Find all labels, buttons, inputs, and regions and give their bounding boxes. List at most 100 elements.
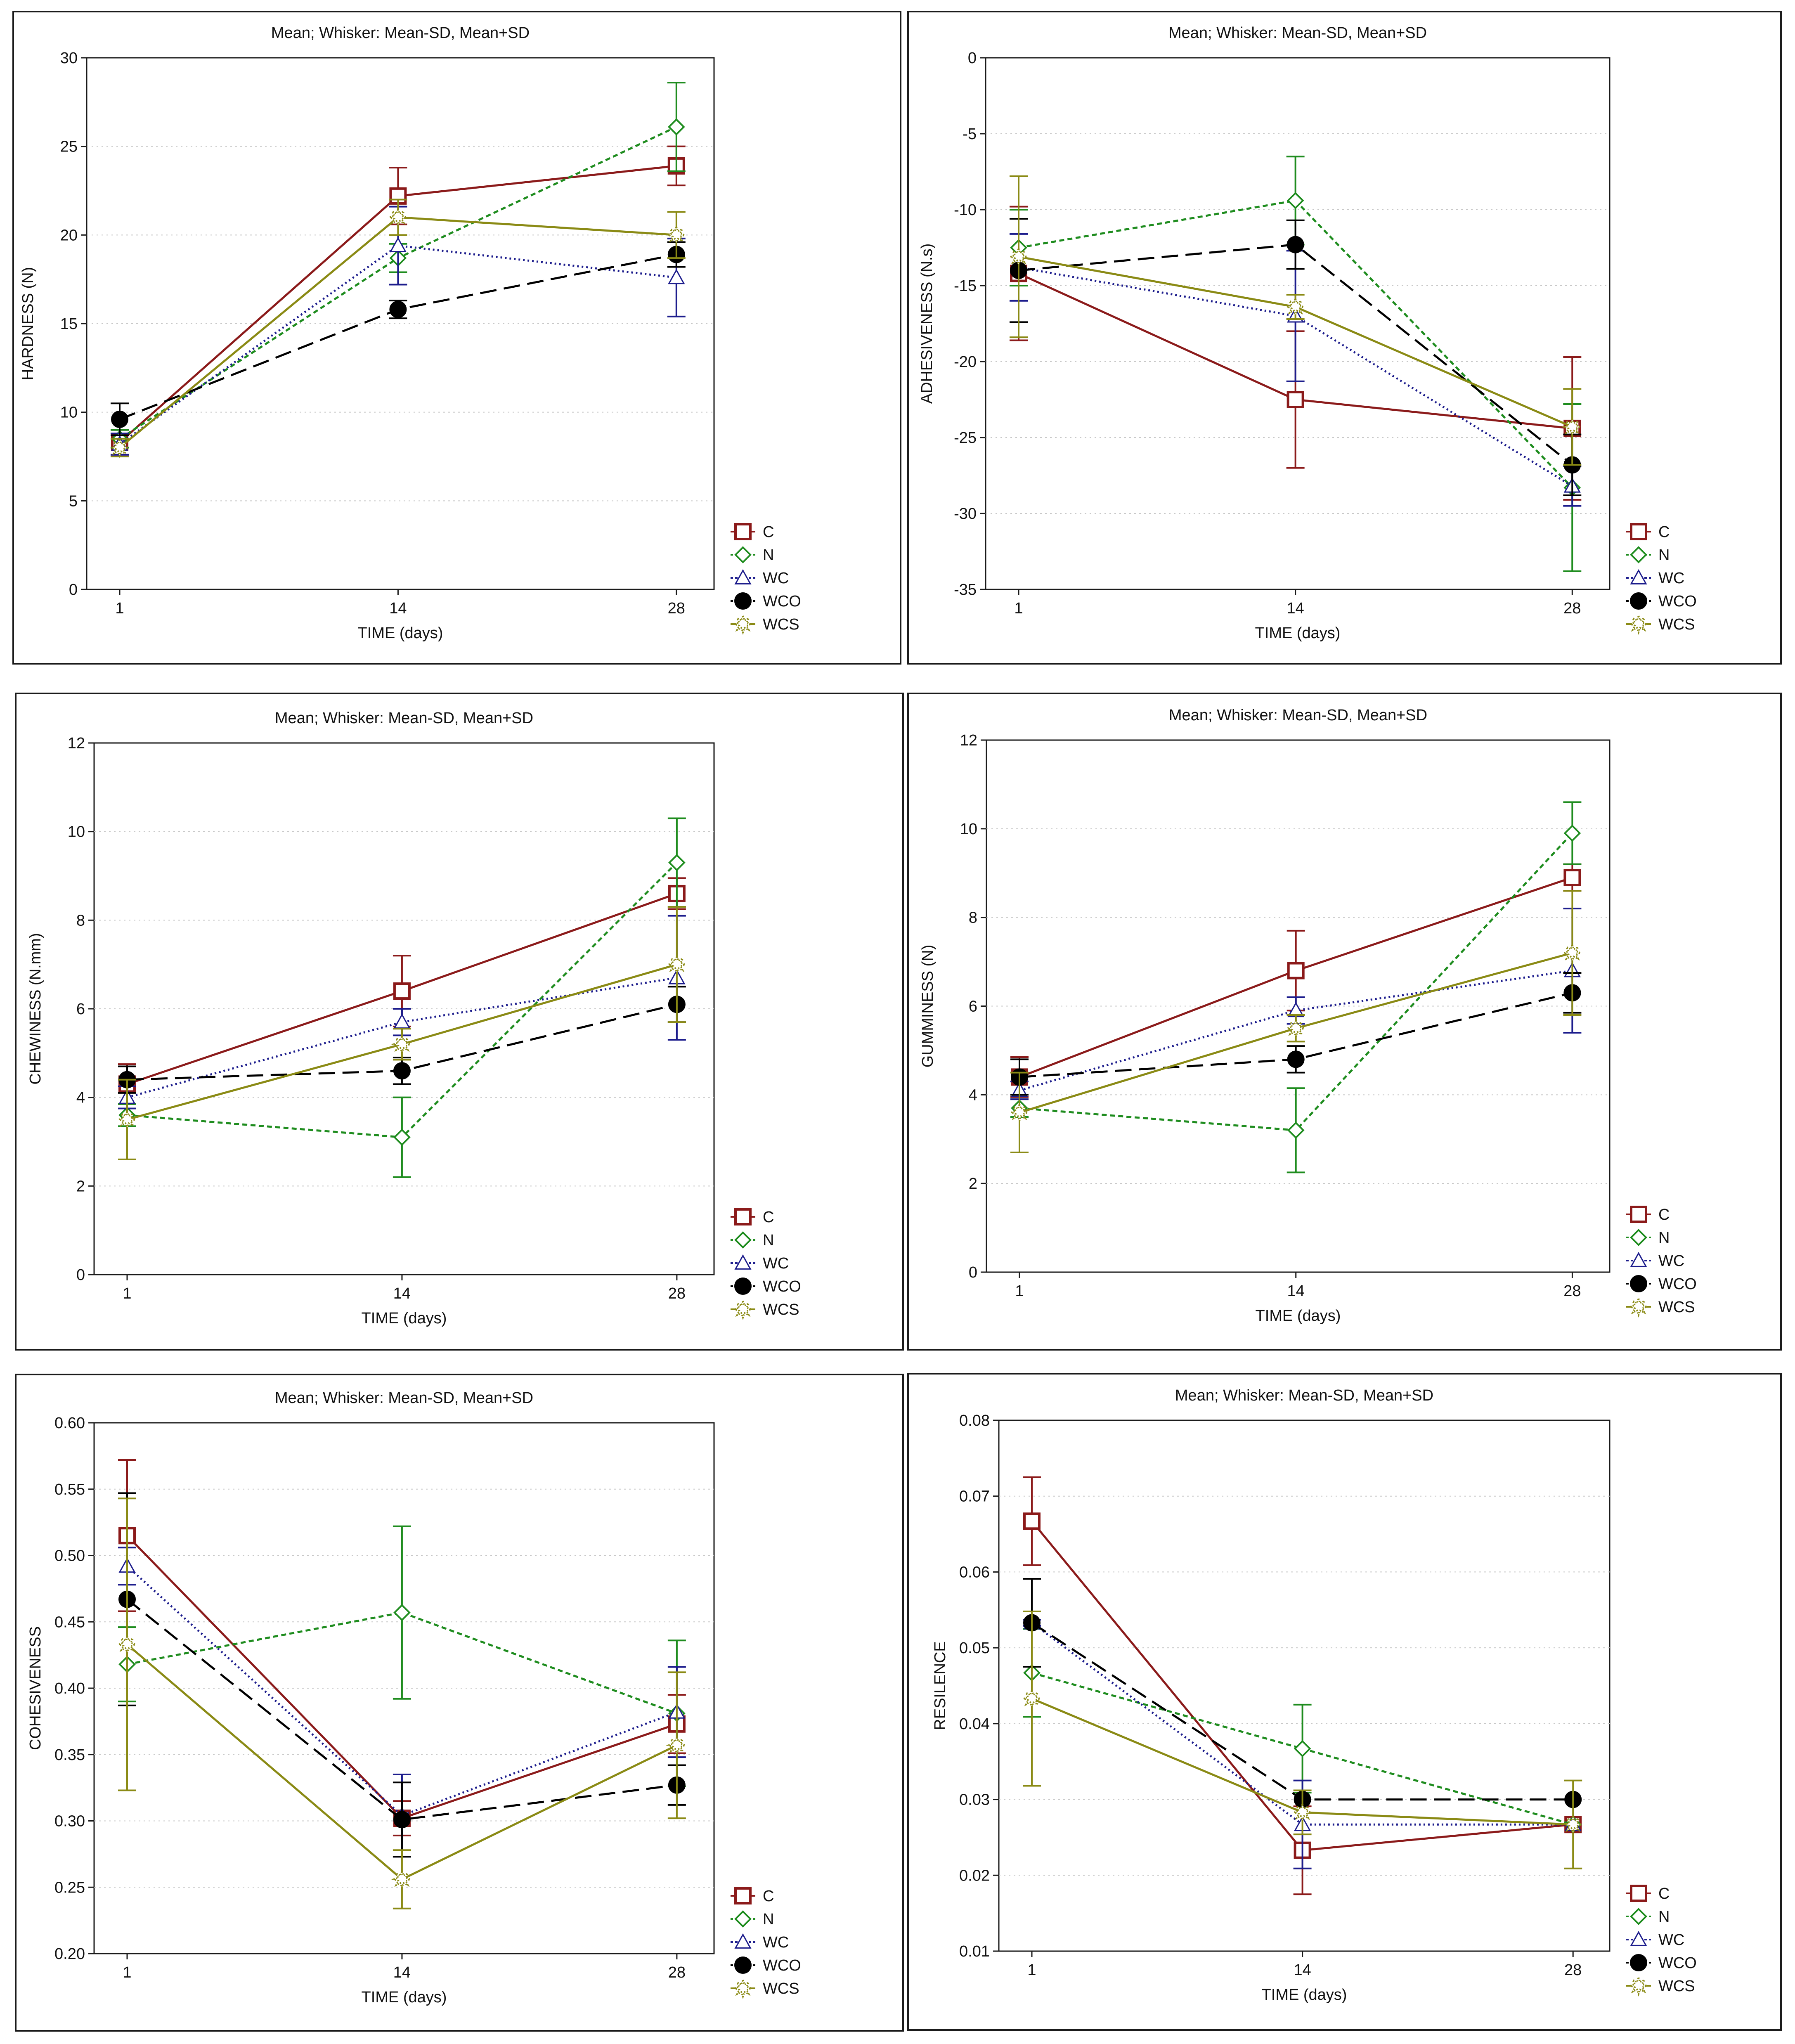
legend-label: C xyxy=(763,1888,774,1905)
x-axis-label: TIME (days) xyxy=(362,1989,447,2006)
x-axis-label: TIME (days) xyxy=(1255,625,1341,642)
y-tick-label: 0.25 xyxy=(54,1879,85,1896)
data-point xyxy=(1023,1512,1041,1530)
legend-label: WCO xyxy=(1658,1954,1697,1972)
data-point xyxy=(116,1633,138,1655)
x-tick-label: 28 xyxy=(1563,600,1581,617)
legend-marker xyxy=(732,1298,754,1320)
data-point xyxy=(668,854,686,871)
x-tick-label: 14 xyxy=(1287,600,1304,617)
legend-label: WCS xyxy=(763,616,799,633)
legend-marker xyxy=(734,1231,752,1249)
legend-label: WC xyxy=(763,1934,789,1951)
legend-marker xyxy=(734,1208,752,1225)
series-wcs xyxy=(116,906,688,1160)
legend-label: WCO xyxy=(763,1278,801,1295)
legend-label: N xyxy=(1658,1229,1670,1247)
x-tick-label: 1 xyxy=(1014,600,1023,617)
legend-marker xyxy=(1630,1885,1647,1902)
y-tick-label: 25 xyxy=(60,138,78,156)
x-axis-label: TIME (days) xyxy=(362,1310,447,1327)
y-tick-label: 5 xyxy=(69,492,78,510)
y-tick-label: 0.55 xyxy=(54,1481,85,1498)
y-tick-label: 0.03 xyxy=(959,1791,990,1809)
y-tick-label: 0 xyxy=(69,581,78,599)
data-point xyxy=(1007,246,1030,268)
data-point xyxy=(1291,1801,1313,1823)
data-point xyxy=(1562,1814,1584,1836)
y-tick-label: 0.02 xyxy=(959,1867,990,1884)
y-tick-label: 4 xyxy=(969,1086,977,1104)
y-tick-label: 20 xyxy=(60,227,78,244)
series-wcs xyxy=(1021,1610,1584,1869)
data-point xyxy=(393,1604,411,1621)
x-tick-label: 14 xyxy=(393,1964,411,1981)
legend-label: C xyxy=(1658,1206,1670,1223)
data-point xyxy=(393,1128,411,1146)
y-tick-label: 6 xyxy=(76,1001,85,1018)
x-tick-label: 28 xyxy=(1564,1961,1582,1979)
legend-label: WCS xyxy=(1658,1299,1695,1316)
y-tick-label: 15 xyxy=(60,315,78,333)
y-axis-label: RESILENCE xyxy=(932,1641,949,1730)
legend-marker xyxy=(734,1254,752,1270)
legend-marker xyxy=(734,592,752,610)
series-wcs xyxy=(109,199,687,459)
y-tick-label: 0.05 xyxy=(959,1639,990,1657)
data-point xyxy=(1563,824,1581,842)
data-point xyxy=(1287,192,1304,209)
y-tick-label: 30 xyxy=(60,50,78,67)
plot-area xyxy=(998,1419,1611,1952)
data-point xyxy=(111,410,128,428)
x-tick-label: 14 xyxy=(393,1285,411,1302)
data-point xyxy=(393,1062,411,1080)
y-tick-label: -30 xyxy=(954,505,977,523)
legend-label: C xyxy=(1658,1885,1670,1902)
series-line xyxy=(126,1565,677,1817)
legend-marker xyxy=(734,569,752,584)
legend-marker xyxy=(734,1956,752,1974)
y-tick-label: 2 xyxy=(969,1175,977,1192)
legend: CN WC WCO WCS xyxy=(1626,523,1697,635)
legend-marker xyxy=(1630,546,1647,563)
data-point xyxy=(1563,868,1581,886)
chart-panel-b: Mean; Whisker: Mean-SD, Mean+SDB-35-30-2… xyxy=(907,11,1782,665)
legend-marker xyxy=(734,1278,752,1295)
legend-marker xyxy=(1630,1908,1647,1925)
x-tick-label: 1 xyxy=(1027,1961,1036,1979)
y-tick-label: 0.04 xyxy=(959,1715,990,1733)
data-point xyxy=(667,118,685,136)
y-tick-label: -25 xyxy=(954,429,977,447)
data-point xyxy=(1287,962,1305,979)
series-wcs xyxy=(1007,175,1583,466)
x-tick-label: 28 xyxy=(1563,1282,1581,1300)
y-tick-label: 0.60 xyxy=(54,1415,85,1432)
y-axis-label: ADHESIVENESS (N.s) xyxy=(918,244,936,404)
legend-label: C xyxy=(763,1209,774,1226)
legend-marker xyxy=(734,1887,752,1904)
legend-marker xyxy=(1630,523,1647,540)
data-point xyxy=(393,982,411,1000)
y-tick-label: 12 xyxy=(68,735,85,752)
data-point xyxy=(1287,391,1304,408)
legend-marker xyxy=(734,546,752,563)
y-tick-label: -35 xyxy=(954,581,977,599)
legend-label: WCO xyxy=(1658,593,1697,610)
series-line xyxy=(126,1598,677,1821)
legend-label: N xyxy=(763,1232,774,1249)
series-line xyxy=(1019,970,1573,1092)
x-axis-label: TIME (days) xyxy=(358,625,443,642)
chart-panel-d: Mean; Whisker: Mean-SD, Mean+SDD02468101… xyxy=(907,693,1782,1351)
legend-label: WC xyxy=(763,570,789,587)
y-tick-label: 0.30 xyxy=(54,1813,85,1830)
chart-panel-e: Mean; Whisker: Mean-SD, Mean+SDE0.200.25… xyxy=(15,1374,904,2032)
chart-panel-f: Mean; Whisker: Mean-SD, Mean+SDF0.010.02… xyxy=(907,1373,1782,2031)
chart-title: Mean; Whisker: Mean-SD, Mean+SD xyxy=(1168,24,1427,42)
data-point xyxy=(1008,1102,1031,1124)
y-tick-label: 8 xyxy=(969,909,977,927)
y-tick-label: 0.07 xyxy=(959,1488,990,1505)
series-wcs xyxy=(1008,890,1583,1153)
data-point xyxy=(1021,1688,1043,1710)
y-tick-label: 0.20 xyxy=(54,1945,85,1963)
legend: CN WC WCO WCS xyxy=(731,1208,801,1320)
